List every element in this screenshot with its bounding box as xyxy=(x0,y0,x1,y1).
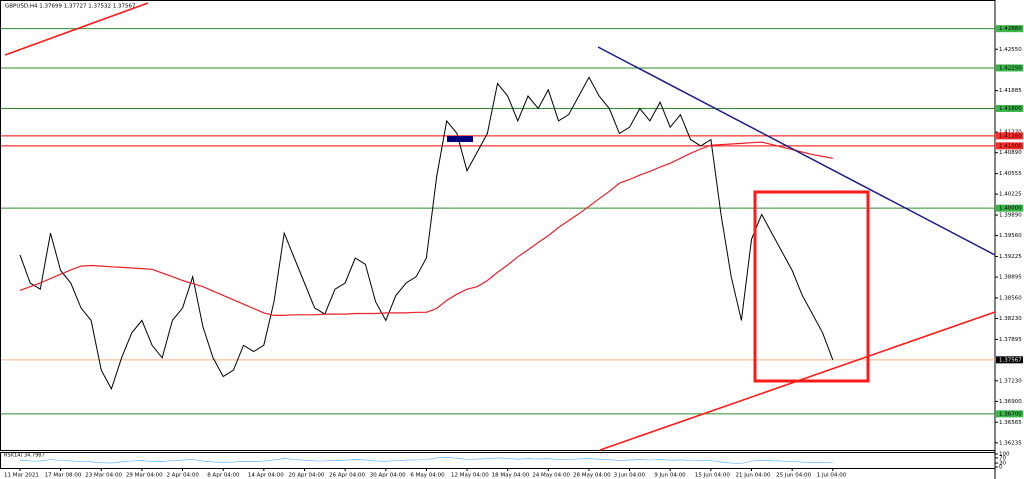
x-tick-label: 3 Jun 04:00 xyxy=(614,473,646,479)
moving-average xyxy=(19,141,833,316)
level-label-box xyxy=(996,25,1023,33)
y-tick-label: 1.40555 xyxy=(999,171,1022,177)
level-label: 1.42250 xyxy=(999,65,1022,71)
x-tick-label: 15 Jun 04:00 xyxy=(695,473,730,479)
rsi-label: RSI(14) 34.7987 xyxy=(4,453,45,459)
x-tick-label: 2 Apr 04:00 xyxy=(167,473,200,479)
y-tick-label: 1.38560 xyxy=(999,295,1022,301)
y-tick-label: 1.37230 xyxy=(999,378,1022,384)
level-label: 1.40000 xyxy=(999,206,1022,212)
y-tick-label: 1.38230 xyxy=(999,316,1022,322)
x-tick-label: 12 May 04:00 xyxy=(451,473,489,479)
x-tick-label: 24 May 04:00 xyxy=(532,473,570,479)
level-label-box xyxy=(996,204,1023,212)
x-tick-label: 8 Apr 04:00 xyxy=(207,473,240,479)
level-label-box xyxy=(996,142,1023,150)
trend-line xyxy=(4,2,149,56)
rsi-tick-label: 30 xyxy=(999,461,1006,467)
x-tick-label: 28 May 04:00 xyxy=(573,473,611,479)
x-tick-label: 18 May 04:00 xyxy=(492,473,530,479)
y-tick-label: 1.37895 xyxy=(999,337,1022,343)
rsi-panel xyxy=(0,452,996,469)
level-label: 1.36700 xyxy=(999,411,1022,417)
x-tick-label: 21 Jun 04:00 xyxy=(736,473,771,479)
level-label: 1.41600 xyxy=(999,106,1022,112)
price-line xyxy=(19,76,834,391)
highlight-box xyxy=(753,190,870,383)
rsi-tick-label: 100 xyxy=(999,452,1010,458)
x-tick-label: 11 Mar 2021 xyxy=(4,473,39,479)
axes: 1.425501.418851.412201.408901.405551.402… xyxy=(4,25,1023,479)
chart-title: GBPUSD,H4 1.37699 1.37727 1.37532 1.3756… xyxy=(5,4,136,10)
y-tick-label: 1.39225 xyxy=(999,254,1022,260)
levels xyxy=(1,28,995,415)
level-label-box xyxy=(996,356,1023,364)
x-tick-label: 6 May 04:00 xyxy=(410,473,445,479)
y-tick-label: 1.39890 xyxy=(999,213,1022,219)
rsi-tick-label: 0 xyxy=(999,465,1003,471)
highlight-block xyxy=(447,136,473,142)
rsi-line xyxy=(19,457,833,464)
x-tick-label: 9 Jun 04:00 xyxy=(654,473,686,479)
level-label-box xyxy=(996,64,1023,72)
level-label: 1.41160 xyxy=(999,133,1022,139)
y-tick-label: 1.39560 xyxy=(999,233,1022,239)
y-tick-label: 1.40890 xyxy=(999,150,1022,156)
level-label-box xyxy=(996,132,1023,140)
level-label: 1.42880 xyxy=(999,26,1022,32)
price-panel xyxy=(0,0,996,451)
x-tick-label: 25 Jun 04:00 xyxy=(776,473,811,479)
level-label: 1.41000 xyxy=(999,143,1022,149)
x-tick-label: 23 Mar 04:00 xyxy=(85,473,122,479)
level-label: 1.37567 xyxy=(999,357,1022,363)
x-tick-label: 26 Apr 04:00 xyxy=(329,473,365,479)
level-label-box xyxy=(996,410,1023,418)
plot xyxy=(19,76,834,464)
y-tick-label: 1.36235 xyxy=(999,440,1022,446)
x-tick-label: 20 Apr 04:00 xyxy=(288,473,324,479)
y-tick-label: 1.36900 xyxy=(999,399,1022,405)
y-tick-label: 1.42550 xyxy=(999,47,1022,53)
y-tick-label: 1.38895 xyxy=(999,275,1022,281)
x-tick-label: 14 Apr 04:00 xyxy=(248,473,284,479)
x-tick-label: 17 Mar 08:00 xyxy=(45,473,82,479)
y-tick-label: 1.36565 xyxy=(999,420,1022,426)
rsi-tick-label: 70 xyxy=(999,455,1006,461)
x-tick-label: 1 Jul 04:00 xyxy=(817,473,847,479)
y-tick-label: 1.41885 xyxy=(999,88,1022,94)
x-tick-label: 30 Apr 04:00 xyxy=(370,473,406,479)
trend-line xyxy=(597,46,996,256)
level-label-box xyxy=(996,104,1023,112)
y-tick-label: 1.40225 xyxy=(999,192,1022,198)
x-tick-label: 29 Mar 04:00 xyxy=(126,473,163,479)
